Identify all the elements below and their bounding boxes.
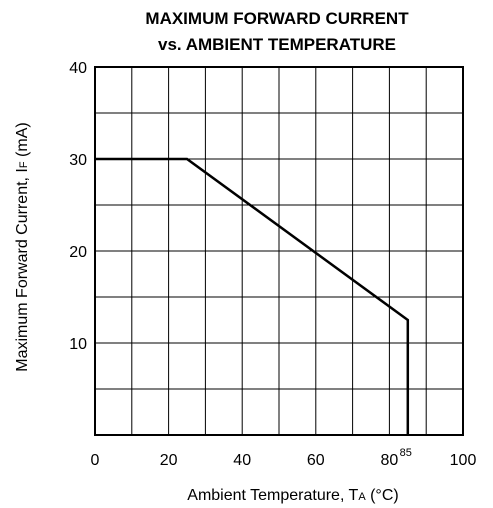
x-axis-label: Ambient Temperature, TA (°C) bbox=[187, 487, 398, 504]
y-axis-label-subscript: F bbox=[18, 161, 30, 168]
x-tick-label: 80 bbox=[381, 452, 399, 469]
y-tick-label: 40 bbox=[69, 60, 87, 77]
series-line bbox=[95, 157, 410, 435]
chart-title: MAXIMUM FORWARD CURRENT bbox=[145, 9, 409, 28]
x-axis-label-unit: (°C) bbox=[366, 487, 399, 504]
x-tick-label: 40 bbox=[233, 452, 251, 469]
plot-frame bbox=[94, 66, 464, 436]
y-tick-label: 30 bbox=[69, 152, 87, 169]
x-tick-label: 60 bbox=[307, 452, 325, 469]
x-tick-label: 0 bbox=[91, 452, 100, 469]
x-tick-label: 100 bbox=[450, 452, 477, 469]
x-tick-labels: 0 20 40 60 80 100 85 bbox=[91, 447, 477, 469]
grid bbox=[95, 67, 463, 435]
x-axis-label-subscript: A bbox=[358, 491, 366, 503]
x-tick-label: 20 bbox=[160, 452, 178, 469]
y-axis-label-unit: (mA) bbox=[14, 122, 31, 161]
y-tick-labels: 10 20 30 40 bbox=[69, 60, 87, 353]
chart-subtitle: vs. AMBIENT TEMPERATURE bbox=[158, 35, 396, 54]
x-axis-label-main: Ambient Temperature, T bbox=[187, 487, 358, 504]
y-axis-label: Maximum Forward Current, IF (mA) bbox=[14, 122, 31, 371]
y-tick-label: 20 bbox=[69, 244, 87, 261]
x-tick-label-extra: 85 bbox=[400, 447, 412, 459]
y-axis-label-main: Maximum Forward Current, I bbox=[14, 168, 31, 372]
y-tick-label: 10 bbox=[69, 336, 87, 353]
